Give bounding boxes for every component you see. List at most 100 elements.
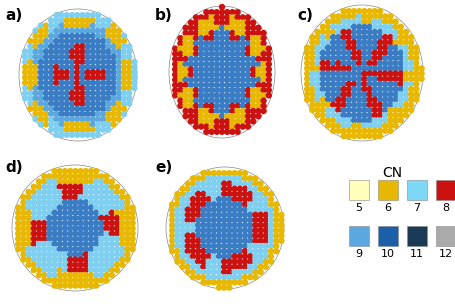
Circle shape (69, 39, 74, 44)
Circle shape (126, 91, 131, 96)
Circle shape (227, 228, 232, 233)
Circle shape (351, 102, 356, 107)
Circle shape (73, 179, 78, 184)
Circle shape (195, 228, 200, 233)
Circle shape (377, 76, 382, 81)
Circle shape (224, 25, 229, 30)
Circle shape (403, 56, 408, 60)
Circle shape (361, 66, 366, 71)
Circle shape (83, 216, 88, 220)
Circle shape (85, 13, 90, 18)
Circle shape (67, 262, 72, 267)
Circle shape (190, 223, 195, 228)
Circle shape (247, 270, 252, 274)
Circle shape (26, 200, 31, 205)
Circle shape (59, 106, 64, 111)
Circle shape (319, 66, 324, 71)
Text: c): c) (296, 8, 312, 23)
Circle shape (214, 108, 219, 114)
Circle shape (247, 192, 252, 196)
Circle shape (319, 118, 324, 123)
Circle shape (330, 76, 335, 81)
Circle shape (57, 236, 62, 241)
Circle shape (57, 252, 62, 257)
Circle shape (33, 44, 38, 49)
Circle shape (250, 93, 255, 98)
Circle shape (247, 212, 252, 217)
Circle shape (216, 249, 221, 254)
Circle shape (52, 216, 57, 220)
Circle shape (340, 61, 345, 66)
Circle shape (397, 56, 402, 60)
Circle shape (198, 108, 203, 114)
Circle shape (125, 200, 130, 205)
Circle shape (209, 30, 214, 36)
Circle shape (235, 108, 240, 114)
Circle shape (224, 10, 229, 15)
Circle shape (382, 81, 387, 87)
Circle shape (52, 236, 57, 241)
Circle shape (26, 242, 31, 247)
Circle shape (206, 192, 211, 196)
Circle shape (387, 128, 392, 133)
Circle shape (245, 67, 250, 72)
Circle shape (403, 66, 408, 71)
Circle shape (99, 216, 104, 220)
Circle shape (209, 98, 214, 103)
Circle shape (36, 247, 41, 252)
Circle shape (101, 86, 106, 91)
Circle shape (180, 254, 185, 259)
Circle shape (314, 29, 319, 34)
Circle shape (278, 212, 283, 217)
Circle shape (177, 56, 182, 61)
Circle shape (397, 113, 402, 118)
Circle shape (93, 247, 98, 252)
Circle shape (180, 186, 185, 191)
Circle shape (193, 103, 198, 108)
Circle shape (67, 273, 72, 278)
Circle shape (229, 56, 234, 61)
Circle shape (67, 179, 72, 184)
Circle shape (224, 15, 229, 20)
Circle shape (121, 54, 126, 59)
Circle shape (203, 41, 208, 46)
Circle shape (95, 80, 100, 85)
Circle shape (413, 45, 418, 50)
Circle shape (397, 66, 402, 71)
Circle shape (172, 72, 177, 77)
Circle shape (130, 242, 135, 247)
Circle shape (253, 238, 258, 243)
Circle shape (377, 35, 382, 40)
Circle shape (403, 29, 408, 34)
Circle shape (116, 33, 121, 38)
Circle shape (180, 259, 185, 264)
Circle shape (377, 92, 382, 97)
Circle shape (175, 254, 180, 259)
Circle shape (69, 127, 74, 132)
Circle shape (125, 221, 130, 226)
Circle shape (38, 60, 43, 64)
Circle shape (240, 41, 245, 46)
Circle shape (41, 231, 46, 236)
Circle shape (214, 15, 219, 20)
Circle shape (392, 113, 397, 118)
Circle shape (78, 278, 83, 283)
Circle shape (83, 169, 88, 174)
Circle shape (201, 233, 206, 238)
Circle shape (33, 28, 38, 33)
Circle shape (54, 117, 59, 122)
Circle shape (31, 184, 36, 189)
Circle shape (253, 243, 258, 248)
Circle shape (325, 102, 330, 107)
Circle shape (41, 262, 46, 267)
Circle shape (224, 67, 229, 72)
Circle shape (99, 210, 104, 215)
Circle shape (88, 262, 93, 267)
Circle shape (54, 101, 59, 106)
Circle shape (203, 67, 208, 72)
Circle shape (214, 114, 219, 119)
Circle shape (49, 44, 54, 49)
Circle shape (206, 249, 211, 254)
Circle shape (193, 88, 198, 93)
Circle shape (188, 41, 193, 46)
